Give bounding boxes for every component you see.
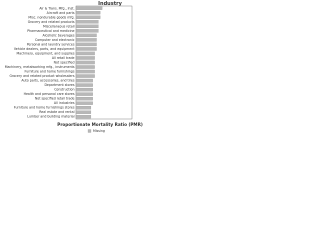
- bar: [75, 78, 93, 83]
- bar: [75, 87, 93, 92]
- y-tick-label: Alcoholic beverages: [42, 33, 74, 37]
- y-tick-label: Grocery and related products: [28, 20, 75, 24]
- y-tick-label: All industries: [54, 101, 75, 105]
- legend-swatch: [87, 129, 92, 133]
- bar: [75, 74, 95, 78]
- bar: [75, 56, 95, 60]
- y-tick-label: Health and personal care stores: [24, 92, 75, 96]
- y-tick-label: Furniture and home furnishings: [25, 70, 75, 74]
- bar: [75, 92, 93, 96]
- bar: [75, 110, 92, 114]
- bar: [75, 29, 99, 33]
- y-tick-label: Grocery and related product wholesalers: [9, 74, 74, 78]
- bar: [75, 42, 97, 47]
- y-tick-label: Personal and laundry services: [27, 42, 75, 46]
- y-tick-label: Pharmaceutical and medicine: [27, 29, 74, 33]
- bar: [75, 106, 92, 110]
- bar: [75, 24, 99, 29]
- y-tick-label: Miscellaneous retail: [43, 24, 75, 28]
- bar: [75, 65, 95, 69]
- y-tick-label: All retail trade: [52, 56, 75, 60]
- bar: [75, 60, 95, 65]
- bar: [75, 33, 97, 38]
- bar: [75, 101, 93, 105]
- y-tick-label: Machinery, metalworking mfg., instrument…: [5, 65, 75, 69]
- y-tick-label: Auto parts, accessories, and tires: [21, 79, 75, 83]
- y-tick-label: Construction: [54, 88, 74, 92]
- y-tick-label: Not specified retail trade: [35, 97, 75, 101]
- bar: [75, 115, 92, 119]
- y-tick-label: Lumber and building material: [27, 115, 74, 119]
- y-tick-label: Aircraft and parts: [47, 11, 75, 15]
- y-tick-label: Air & Trans. Mfg., Inst.: [39, 6, 74, 10]
- y-tick-label: Computer and electronic: [35, 38, 75, 42]
- chart-title: Industry: [98, 1, 122, 7]
- bar: [75, 83, 93, 87]
- bar: [75, 51, 95, 56]
- bar: [75, 6, 103, 10]
- bar: [75, 11, 101, 15]
- y-tick-label: Real estate and rental: [39, 110, 74, 114]
- bar: [75, 96, 93, 101]
- chart: Industry Proportionate Mortality Ratio (…: [5, 1, 143, 133]
- bar: [75, 69, 95, 74]
- y-tick-label: Not specified: [54, 61, 75, 65]
- legend-label: Missing: [93, 129, 105, 133]
- bar: [75, 38, 97, 42]
- x-axis-label: Proportionate Mortality Ratio (PMR): [57, 122, 143, 127]
- bar: [75, 15, 101, 19]
- y-tick-label: Machinery, equipment, and supplies: [17, 51, 75, 55]
- y-tick-label: Department stores: [44, 83, 74, 87]
- y-tick-label: Misc. nondurable goods mfg.: [28, 15, 74, 19]
- y-tick-label: Furniture and home furnishings stores: [14, 106, 75, 110]
- y-tick-label: Vehicle dealers, parts, and equipment: [14, 47, 75, 51]
- bar: [75, 20, 99, 24]
- bar: [75, 47, 97, 51]
